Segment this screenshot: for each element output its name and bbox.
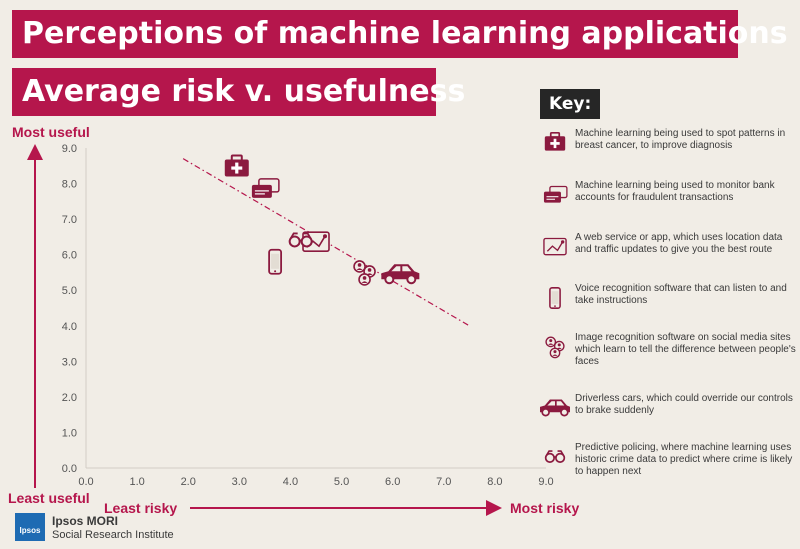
y-tick-label: 8.0 [62,179,77,191]
data-point-bank-card-icon [251,178,280,198]
y-tick-label: 5.0 [62,285,77,297]
x-tick-label: 4.0 [283,476,298,488]
logo-name: Ipsos MORI [52,514,119,528]
medical-kit-icon [544,131,566,151]
key-title: Key: [540,89,601,119]
data-point-binoculars-icon [288,232,313,248]
key-item-text: Machine learning being used to spot patt… [575,128,786,151]
x-tick-label: 3.0 [232,476,247,488]
ipsos-logo: Ipsos [15,513,45,541]
y-tick-label: 0.0 [62,463,77,475]
title-banner: Perceptions of machine learning applicat… [12,10,788,58]
map-route-icon [543,237,567,256]
key-item-text: A web service or app, which uses locatio… [575,232,783,255]
x-tick-label: 5.0 [334,476,349,488]
car-icon [540,399,570,417]
x-tick-label: 6.0 [385,476,400,488]
key-item-text: Image recognition software on social med… [575,332,796,367]
y-tick-label: 4.0 [62,321,77,333]
binoculars-icon [544,450,566,463]
x-tick-label: 0.0 [78,476,93,488]
x-axis-right-label: Most risky [510,500,580,516]
x-axis-left-label: Least risky [104,500,178,516]
y-tick-label: 3.0 [62,356,77,368]
x-tick-label: 9.0 [538,476,553,488]
key-item-text: Predictive policing, where machine learn… [575,442,793,477]
y-axis-top-label: Most useful [12,124,90,140]
y-tick-label: 1.0 [62,427,77,439]
y-axis-bottom-label: Least useful [8,490,90,506]
key-item-text: Machine learning being used to monitor b… [575,180,775,203]
subtitle-banner: Average risk v. usefulness [12,68,465,116]
logo-subtitle: Social Research Institute [52,529,174,541]
x-tick-label: 8.0 [487,476,502,488]
x-tick-label: 1.0 [129,476,144,488]
y-tick-label: 6.0 [62,250,77,262]
bank-card-icon [543,185,568,203]
key-item-text: Voice recognition software that can list… [575,283,787,306]
faces-icon [545,336,565,359]
x-tick-label: 2.0 [181,476,196,488]
phone-icon [549,287,561,309]
y-tick-label: 2.0 [62,392,77,404]
x-tick-label: 7.0 [436,476,451,488]
data-point-phone-icon [268,248,283,275]
key-item-text: Driverless cars, which could override ou… [575,393,793,416]
data-point-car-icon [381,264,420,285]
y-tick-label: 9.0 [62,143,77,155]
data-point-faces-icon [353,260,376,286]
y-tick-label: 7.0 [62,214,77,226]
data-point-medical-kit-icon [224,154,249,177]
